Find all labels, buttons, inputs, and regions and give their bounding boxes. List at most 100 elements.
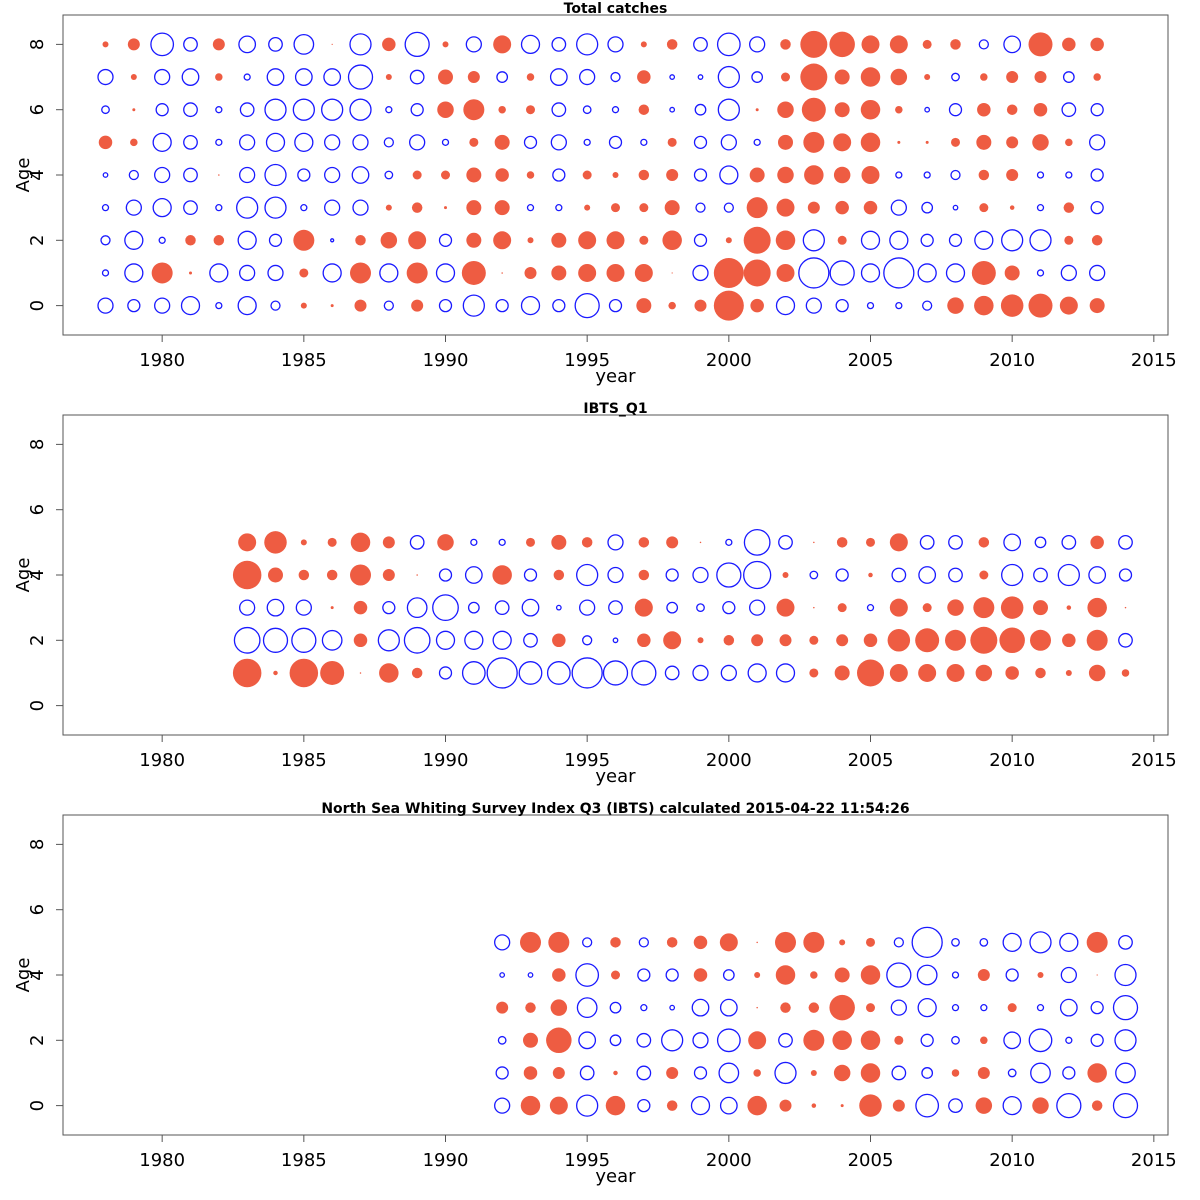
bubble-negative (829, 260, 855, 286)
bubble-positive (813, 541, 815, 544)
y-tick-label: 0 (27, 1100, 48, 1111)
bubble-negative (1036, 204, 1045, 212)
bubble-negative (101, 204, 110, 212)
bubble-negative (1090, 1033, 1104, 1047)
bubble-positive (638, 569, 650, 581)
bubble-positive (839, 939, 846, 946)
bubble-positive (151, 262, 173, 284)
bubble-negative (582, 937, 593, 948)
x-tick-label: 2015 (1131, 1150, 1177, 1171)
bubble-positive (779, 1099, 792, 1112)
bubble-positive (268, 567, 283, 583)
bubble-positive (713, 290, 744, 321)
bubble-negative (636, 1032, 652, 1048)
bubble-positive (1009, 205, 1015, 210)
bubble-positive (663, 631, 682, 650)
bubble-positive (1006, 71, 1019, 84)
bubble-negative (268, 233, 283, 247)
bubble-negative (155, 103, 169, 117)
y-tick-label: 4 (27, 569, 48, 580)
bubble-positive (834, 102, 850, 118)
bubble-negative (527, 972, 534, 978)
bubble-negative (637, 968, 651, 982)
bubble-negative (1059, 998, 1078, 1017)
bubble-negative (749, 36, 766, 53)
bubble-positive (498, 105, 506, 114)
chart-title: IBTS_Q1 (583, 401, 647, 417)
x-tick-label: 2015 (1131, 350, 1177, 371)
bubble-positive (523, 1032, 538, 1048)
bubble-negative (239, 102, 255, 118)
bubble-positive (667, 137, 677, 147)
bubble-positive (189, 271, 192, 275)
bubble-positive (102, 41, 109, 48)
bubble-positive (442, 41, 449, 48)
bubble-positive (668, 301, 676, 310)
x-tick-label: 1985 (281, 350, 327, 371)
bubble-positive (747, 1095, 767, 1116)
bubble-negative (552, 298, 566, 313)
bubble-positive (494, 200, 510, 216)
x-tick-label: 2000 (706, 750, 752, 771)
bubble-negative (1002, 932, 1022, 952)
bubble-positive (638, 537, 650, 548)
bubble-positive (638, 169, 650, 181)
bubble-negative (690, 1095, 711, 1116)
bubble-negative (498, 538, 506, 546)
bubble-positive (945, 629, 966, 651)
bubble-negative (665, 968, 679, 982)
bubble-positive (664, 200, 680, 216)
bubble-positive (331, 43, 333, 45)
bubble-positive (1087, 1063, 1107, 1083)
bubble-positive (406, 262, 428, 284)
bubble-positive (1006, 104, 1018, 115)
bubble-negative (523, 632, 538, 648)
bubble-negative (775, 295, 796, 316)
bubble-negative (637, 1098, 651, 1113)
bubble-negative (716, 562, 742, 588)
bubble-negative (549, 68, 568, 86)
bubble-positive (887, 629, 911, 652)
bubble-negative (952, 204, 959, 211)
bubble-negative (181, 68, 200, 86)
bubble-negative (866, 301, 875, 310)
bubble-positive (355, 235, 366, 246)
bubble-positive (807, 201, 820, 214)
bubble-positive (776, 263, 795, 282)
bubble-positive (1035, 667, 1046, 679)
bubble-negative (1005, 968, 1019, 982)
bubble-negative (292, 98, 315, 121)
bubble-positive (1086, 629, 1108, 651)
bubble-negative (264, 196, 287, 219)
bubble-positive (977, 969, 990, 981)
bubble-positive (775, 931, 796, 953)
bubble-positive (1121, 669, 1130, 677)
bubble-positive (697, 637, 704, 644)
bubble-positive (492, 565, 512, 585)
bubble-positive (834, 665, 850, 681)
bubble-positive (979, 203, 989, 213)
bubble-negative (693, 36, 708, 52)
bubble-positive (811, 1103, 817, 1108)
bubble-positive (385, 74, 392, 81)
bubble-positive (860, 67, 881, 87)
panel-1: Total catches 1980 1985 1990 1995 2000 2005 201… (13, 1, 1177, 387)
bubble-positive (1096, 974, 1098, 976)
bubble-positive (775, 230, 796, 251)
bubble-positive (803, 931, 825, 953)
bubble-negative (1118, 534, 1133, 550)
bubble-negative (102, 172, 109, 178)
bubble-positive (980, 73, 988, 81)
bubble-negative (716, 32, 741, 57)
bubble-negative (550, 134, 567, 151)
bubble-positive (438, 69, 453, 85)
bubble-negative (1090, 168, 1104, 182)
bubble-negative (576, 33, 599, 56)
bubble-negative (692, 566, 709, 584)
bubble-positive (411, 667, 423, 679)
bubble-positive (809, 668, 819, 678)
bubble-negative (723, 202, 734, 213)
bubble-positive (1088, 664, 1106, 682)
bubble-positive (803, 131, 825, 153)
bubble-positive (350, 262, 371, 284)
